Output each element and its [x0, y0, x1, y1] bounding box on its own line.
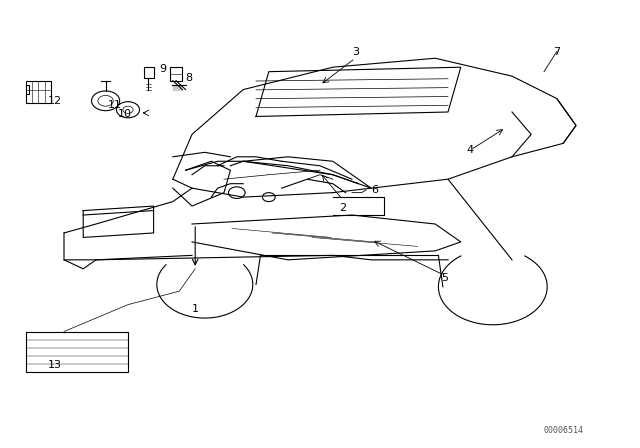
Text: 7: 7 — [553, 47, 561, 56]
Bar — [26, 81, 51, 103]
Text: 00006514: 00006514 — [543, 426, 583, 435]
Bar — [170, 67, 182, 81]
Text: 4: 4 — [467, 145, 474, 155]
Text: 12: 12 — [47, 96, 61, 106]
Text: 1: 1 — [192, 304, 198, 314]
Text: 3: 3 — [352, 47, 358, 56]
Text: 9: 9 — [159, 65, 167, 74]
Text: 10: 10 — [118, 109, 132, 119]
Bar — [144, 67, 154, 78]
Text: 5: 5 — [442, 273, 448, 283]
Text: 13: 13 — [47, 360, 61, 370]
Text: 6: 6 — [371, 185, 378, 195]
Text: 11: 11 — [108, 100, 122, 110]
Text: 2: 2 — [339, 203, 346, 213]
Bar — [26, 332, 128, 372]
Text: 8: 8 — [185, 73, 193, 83]
